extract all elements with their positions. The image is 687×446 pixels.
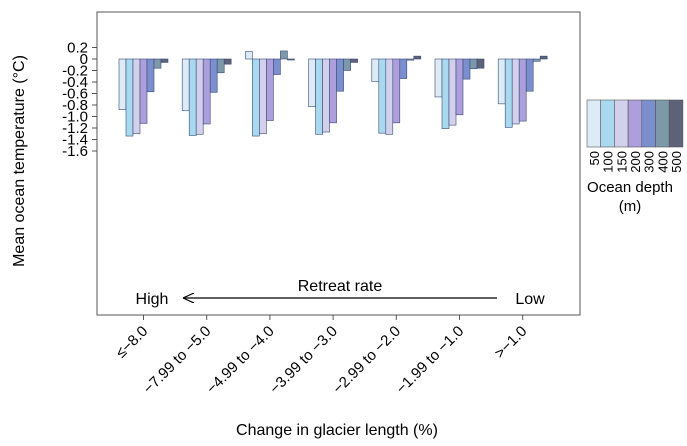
- bar-150m-2: [259, 58, 267, 135]
- plot-frame: [96, 11, 581, 316]
- bar-400m-3: [343, 58, 351, 71]
- bar-100m-6: [504, 58, 513, 128]
- x-tick-label: ≤−8.0: [113, 323, 152, 362]
- bar-200m-4: [392, 58, 401, 124]
- bar-500m-3: [350, 58, 358, 63]
- x-tick-label: >−1.0: [491, 323, 530, 362]
- bar-400m-0: [153, 58, 162, 69]
- bar-200m-0: [139, 58, 148, 124]
- legend-swatch-200: [627, 99, 643, 148]
- bar-400m-4: [406, 58, 415, 61]
- bar-200m-6: [518, 58, 527, 122]
- y-tick-label: -1.4: [62, 132, 88, 149]
- bar-150m-4: [385, 58, 394, 135]
- bar-150m-0: [132, 58, 141, 135]
- bar-400m-6: [532, 58, 541, 62]
- bar-100m-1: [188, 58, 197, 136]
- y-tick-label: -0.8: [62, 97, 88, 114]
- legend-swatch-100: [600, 99, 615, 148]
- y-axis-label: Mean ocean temperature (°C): [11, 55, 28, 267]
- bar-50m-6: [497, 58, 506, 105]
- bar-500m-6: [539, 55, 548, 60]
- bar-150m-3: [322, 58, 330, 133]
- legend-label-150: 150: [614, 151, 629, 173]
- bar-300m-3: [336, 58, 344, 92]
- bar-500m-4: [413, 55, 422, 60]
- y-tick-label: 0: [80, 51, 88, 68]
- bar-100m-5: [441, 58, 450, 129]
- bar-500m-5: [476, 58, 485, 69]
- legend-swatch-50: [586, 99, 601, 148]
- y-tick-label: -0.4: [62, 74, 88, 91]
- bar-300m-6: [525, 58, 534, 92]
- y-tick-label: -1.2: [62, 120, 88, 137]
- legend-swatch-500: [668, 99, 684, 148]
- legend-swatch-150: [614, 99, 629, 148]
- y-axis: 0.20-0.2-0.4-0.6-0.8-1.0-1.2-1.4-1.6: [62, 40, 97, 160]
- legend-title-line2: (m): [619, 198, 642, 215]
- annotation-high: High: [136, 291, 169, 308]
- legend-label-300: 300: [642, 151, 657, 173]
- retreat-rate-annotation: High Low Retreat rate: [136, 278, 546, 308]
- bar-500m-1: [223, 58, 232, 65]
- bar-400m-5: [469, 58, 478, 70]
- bar-400m-2: [280, 50, 288, 60]
- bar-50m-3: [308, 58, 316, 108]
- x-tick-label: −1.99 to −1.0: [393, 323, 468, 398]
- bar-300m-4: [399, 58, 408, 79]
- bar-200m-5: [455, 58, 464, 116]
- legend-label-500: 500: [669, 151, 684, 173]
- bar-50m-4: [371, 58, 380, 82]
- bar-200m-1: [202, 58, 211, 125]
- legend-label-400: 400: [655, 151, 670, 173]
- y-tick-label: -1.6: [62, 143, 88, 160]
- bar-100m-2: [252, 58, 260, 137]
- annotation-retreat-rate: Retreat rate: [298, 278, 383, 295]
- legend-title-line1: Ocean depth: [587, 179, 673, 196]
- bar-150m-1: [195, 58, 204, 135]
- legend-swatch-300: [641, 99, 656, 148]
- bar-50m-0: [118, 58, 127, 110]
- y-tick-label: 0.2: [67, 40, 88, 57]
- bar-200m-3: [329, 58, 337, 124]
- bar-500m-2: [287, 58, 295, 61]
- y-tick-label: -0.6: [62, 86, 88, 103]
- annotation-low: Low: [515, 291, 545, 308]
- bar-100m-0: [125, 58, 134, 137]
- bar-150m-5: [448, 58, 457, 126]
- bar-400m-1: [216, 58, 225, 74]
- bar-100m-4: [378, 58, 387, 134]
- bar-200m-2: [266, 58, 274, 121]
- bar-300m-2: [273, 58, 281, 75]
- bar-100m-3: [315, 58, 323, 135]
- x-axis: ≤−8.0−7.99 to −5.0−4.99 to −4.0−3.99 to …: [113, 315, 531, 397]
- x-axis-label: Change in glacier length (%): [236, 422, 438, 439]
- legend-label-200: 200: [628, 151, 643, 173]
- bar-50m-1: [181, 58, 190, 112]
- y-tick-label: -1.0: [62, 109, 88, 126]
- y-tick-label: -0.2: [62, 63, 88, 80]
- legend-label-50: 50: [587, 151, 602, 165]
- bar-50m-2: [245, 51, 253, 60]
- bar-300m-1: [209, 58, 218, 93]
- bar-50m-5: [434, 58, 443, 98]
- bar-300m-0: [146, 58, 155, 93]
- legend-swatch-400: [655, 99, 670, 148]
- legend-label-100: 100: [601, 151, 616, 173]
- bar-300m-5: [462, 58, 471, 80]
- bar-500m-0: [160, 58, 169, 63]
- bars-group: [118, 50, 548, 137]
- bar-150m-6: [511, 58, 520, 125]
